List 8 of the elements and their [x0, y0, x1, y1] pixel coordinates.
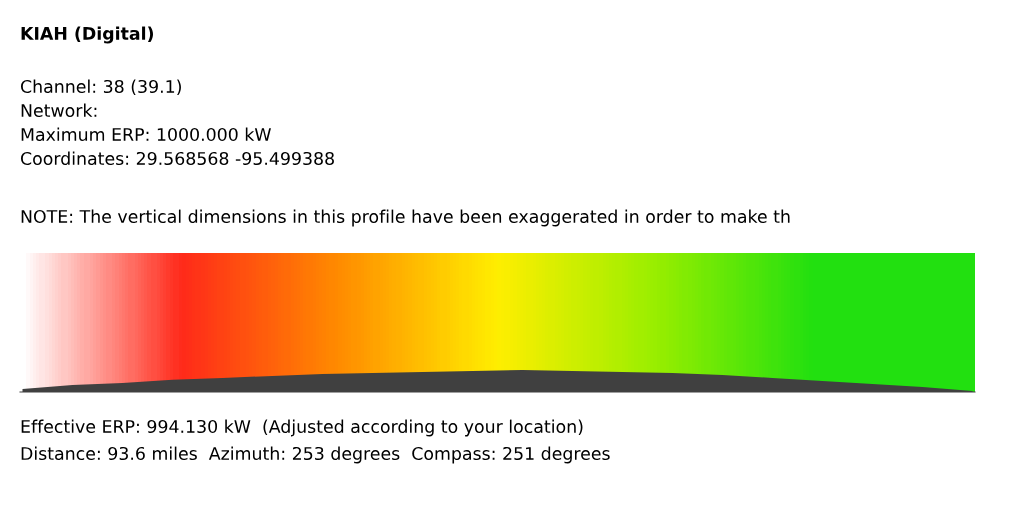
text: Maximum ERP: 1000.000 kW — [21, 127, 271, 142]
text: Effective ERP: 994.130 kW (Adjusted according to your location) — [21, 419, 583, 437]
text: Distance: 93.6 miles Azimuth: 253 degrees Compass: 251 degrees — [21, 446, 610, 464]
text: Network: — [21, 103, 97, 118]
chart-title: KIAH (Digital) — [21, 26, 154, 44]
text: Channel: 38 (39.1) — [20, 79, 181, 96]
text: NOTE: The vertical dimensions in this profile have been exaggerated in order to make th — [21, 209, 790, 227]
text: Coordinates: 29.568568 -95.499388 — [20, 151, 334, 166]
